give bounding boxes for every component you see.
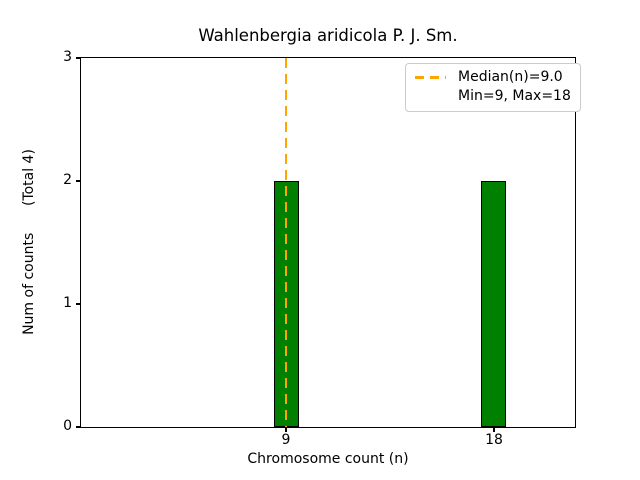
x-tick-mark [493, 428, 495, 432]
median-line [284, 58, 288, 427]
plot-area [80, 57, 576, 428]
bar-x18 [481, 181, 507, 427]
y-tick-label: 2 [63, 172, 72, 188]
x-axis-label: Chromosome count (n) [247, 451, 409, 467]
y-tick-label: 3 [63, 49, 72, 65]
y-tick-label: 0 [63, 418, 72, 434]
legend-row-median: Median(n)=9.0 [415, 68, 571, 87]
x-tick-label: 18 [485, 432, 503, 448]
y-tick-mark [76, 57, 80, 59]
x-tick-mark [285, 428, 287, 432]
chart-title: Wahlenbergia aridicola P. J. Sm. [198, 26, 458, 45]
median-dashed-line-icon [415, 76, 446, 79]
legend-row-minmax: Min=9, Max=18 [415, 87, 571, 106]
y-tick-mark [76, 303, 80, 305]
legend-label-median: Median(n)=9.0 [458, 69, 563, 85]
y-tick-mark [76, 180, 80, 182]
x-tick-label: 9 [281, 432, 291, 448]
legend: Median(n)=9.0 Min=9, Max=18 [405, 63, 581, 112]
y-tick-mark [76, 426, 80, 428]
y-axis-label: Num of counts (Total 4) [21, 149, 37, 335]
y-tick-label: 1 [63, 295, 72, 311]
legend-label-minmax: Min=9, Max=18 [458, 88, 571, 104]
